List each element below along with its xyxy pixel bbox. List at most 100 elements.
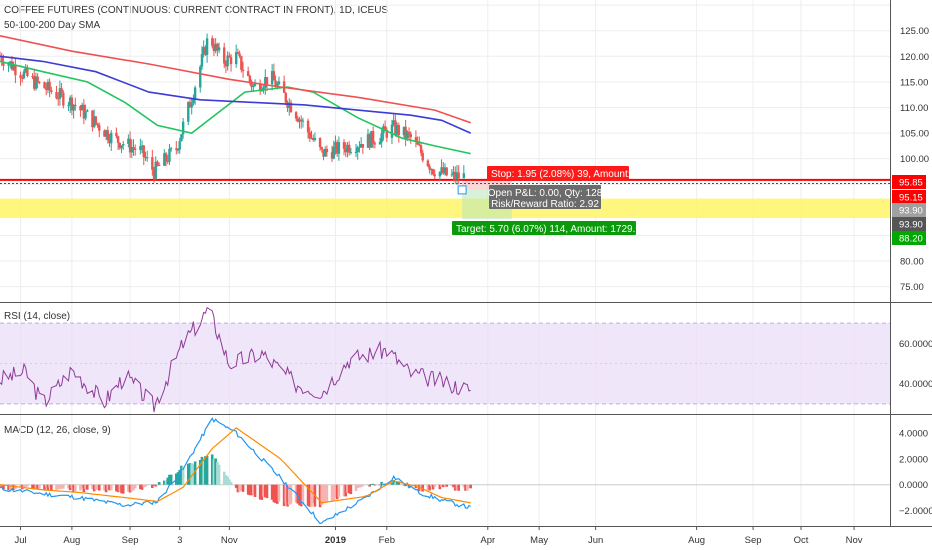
time-tick-label: Sep — [122, 535, 139, 546]
macd-histogram-bar — [168, 474, 171, 485]
candle-body — [334, 142, 337, 147]
time-tick-label: May — [530, 535, 548, 546]
macd-histogram-bar — [469, 484, 472, 489]
candle-body — [347, 144, 351, 153]
macd-histogram-bar — [342, 484, 346, 497]
macd-histogram-bar — [416, 484, 419, 488]
macd-histogram-bar — [31, 484, 34, 489]
macd-histogram-bar — [306, 484, 310, 506]
macd-histogram-bar — [132, 484, 135, 491]
candle-body — [70, 97, 74, 111]
candle-body — [120, 145, 123, 149]
price-marker-text: 93.90 — [899, 220, 923, 231]
candle-body — [298, 119, 301, 122]
stop-label: Stop: 1.95 (2.08%) 39, Amount: 750.4 — [487, 166, 659, 180]
candle-body — [14, 65, 17, 76]
macd-histogram-bar — [186, 463, 190, 485]
price-marker-bg — [892, 231, 926, 245]
candle-body — [370, 131, 373, 148]
candle-body — [238, 53, 241, 57]
macd-histogram-bar — [24, 484, 27, 488]
candle-body — [421, 152, 424, 161]
candle-body — [404, 126, 407, 139]
candle-body — [416, 141, 419, 145]
macd-histogram-bar — [433, 484, 437, 487]
price-tick-label: 120.00 — [900, 52, 929, 63]
macd-histogram-bar — [284, 484, 288, 504]
macd-histogram-bar — [142, 484, 146, 488]
macd-histogram-bar — [210, 454, 214, 485]
candle-body — [96, 123, 99, 125]
macd-histogram-bar — [156, 484, 159, 486]
macd-histogram-bar — [46, 484, 50, 491]
candle-body — [156, 161, 159, 166]
macd-histogram-bar — [318, 484, 322, 508]
macd-histogram-bar — [8, 484, 12, 490]
macd-histogram-bar — [120, 484, 123, 494]
macd-histogram-bar — [308, 484, 312, 507]
macd-histogram-bar — [0, 484, 4, 487]
candle-body — [395, 125, 399, 135]
candle-body — [79, 106, 82, 111]
macd-tick-label: 2.0000 — [899, 454, 928, 465]
macd-histogram-bar — [298, 484, 301, 506]
chart-title: COFFEE FUTURES (CONTINUOUS: CURRENT CONT… — [4, 5, 389, 16]
macd-histogram-bar — [92, 484, 96, 492]
candle-body — [383, 126, 387, 130]
candle-body — [38, 82, 41, 84]
price-marker: 93.90 — [892, 217, 926, 231]
candle-body — [265, 77, 269, 85]
candle-body — [92, 116, 96, 128]
macd-histogram-bar — [217, 464, 221, 485]
candle-body — [284, 92, 288, 103]
price-tick-label: 110.00 — [900, 103, 928, 114]
macd-histogram-bar — [452, 484, 455, 488]
candle-body — [457, 172, 460, 179]
candle-body — [152, 169, 156, 179]
macd-histogram-bar — [445, 484, 449, 487]
macd-histogram-bar — [204, 456, 207, 485]
candle-body — [211, 38, 214, 46]
highlight-zone — [0, 198, 890, 219]
candle-body — [276, 84, 279, 88]
macd-histogram-bar — [22, 484, 26, 489]
candle-body — [204, 46, 207, 55]
candle-body — [356, 147, 359, 152]
macd-histogram-bar — [58, 484, 62, 489]
candle-body — [103, 130, 106, 137]
macd-histogram-bar — [154, 484, 158, 487]
candle-body — [130, 147, 133, 153]
macd-histogram-bar — [262, 484, 265, 497]
macd-histogram-bar — [48, 484, 51, 488]
macd-histogram-bar — [438, 484, 442, 490]
candle-body — [151, 157, 154, 170]
candle-body — [385, 129, 389, 138]
candle-body — [378, 142, 382, 145]
candle-body — [414, 137, 418, 142]
macd-histogram-bar — [248, 484, 252, 496]
candle-body — [419, 145, 423, 153]
price-marker-bg — [892, 190, 926, 204]
indicator-label: 50-100-200 Day SMA — [4, 20, 101, 31]
candle-body — [24, 67, 27, 72]
macd-histogram-bar — [56, 484, 60, 490]
candle-body — [34, 76, 38, 89]
macd-histogram-bar — [26, 484, 29, 487]
candle-body — [342, 142, 346, 149]
candle-body — [236, 52, 240, 54]
candle-body — [205, 38, 209, 55]
macd-histogram-bar — [426, 484, 430, 491]
rsi-tick-label: 60.0000 — [899, 339, 932, 350]
candle-body — [270, 71, 274, 85]
macd-histogram-bar — [457, 484, 460, 491]
macd-histogram-bar — [140, 484, 144, 490]
rsi-line — [0, 306, 471, 413]
candle-body — [199, 66, 202, 88]
macd-histogram-bar — [190, 463, 193, 485]
price-tick-label: 125.00 — [900, 26, 929, 37]
macd-histogram-bar — [349, 484, 353, 495]
macd-histogram-bar — [301, 484, 305, 505]
macd-histogram-bar — [198, 459, 202, 485]
macd-histogram-bar — [240, 484, 243, 491]
